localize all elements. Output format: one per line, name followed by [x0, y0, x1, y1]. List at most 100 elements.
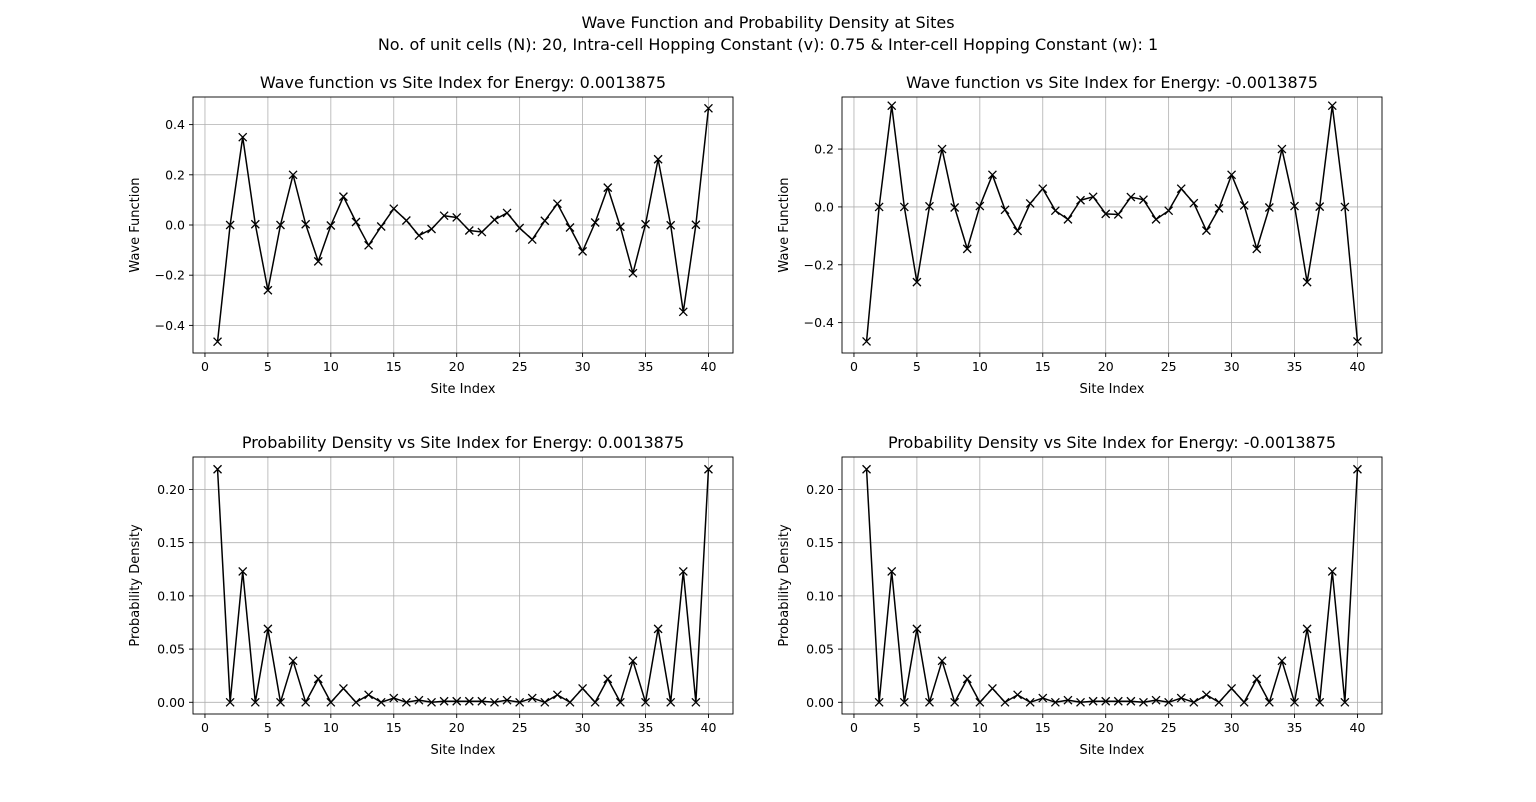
data-point-marker	[1013, 226, 1023, 236]
data-point-marker	[578, 246, 588, 256]
data-point-marker	[427, 224, 436, 234]
data-point-marker	[1227, 684, 1237, 693]
x-tick-label: 0	[201, 359, 209, 374]
data-point-marker	[1201, 690, 1211, 700]
figure-title: Wave Function and Probability Density at…	[581, 13, 955, 32]
axes-frame	[841, 456, 1383, 715]
data-point-marker	[338, 192, 348, 202]
data-point-marker	[1101, 209, 1111, 219]
data-point-marker	[1139, 195, 1148, 205]
data-point-marker	[1327, 566, 1337, 576]
data-point-marker	[225, 697, 235, 707]
data-point-marker	[1302, 277, 1312, 287]
chart-title: Probability Density vs Site Index for En…	[242, 433, 684, 452]
series-line	[865, 104, 1359, 342]
data-point-marker	[1264, 697, 1274, 707]
figure-subtitle: No. of unit cells (N): 20, Intra-cell Ho…	[377, 35, 1159, 54]
y-tick-label: −0.4	[804, 315, 834, 330]
data-point-marker	[975, 201, 985, 211]
data-point-marker	[874, 202, 884, 212]
data-point-marker	[1189, 697, 1199, 707]
data-point-marker	[250, 697, 260, 707]
data-point-marker	[477, 696, 487, 706]
chart-title: Wave function vs Site Index for Energy: …	[260, 73, 666, 92]
y-tick-label: 0.00	[157, 695, 185, 710]
x-tick-label: 40	[701, 359, 717, 374]
x-tick-label: 30	[575, 720, 591, 735]
y-axis-label: Probability Density	[777, 524, 792, 647]
data-point-marker	[414, 231, 424, 241]
x-tick-label: 35	[638, 359, 654, 374]
data-point-marker	[1063, 695, 1073, 705]
x-tick-label: 30	[1224, 359, 1240, 374]
data-point-marker	[238, 132, 248, 142]
data-point-marker	[263, 285, 273, 295]
data-point-marker	[1164, 697, 1174, 707]
x-tick-label: 40	[1350, 720, 1366, 735]
data-point-marker	[263, 624, 273, 634]
data-point-marker	[490, 697, 499, 707]
data-point-marker	[987, 684, 997, 693]
x-tick-label: 20	[1098, 720, 1114, 735]
data-point-marker	[899, 202, 909, 212]
data-point-marker	[653, 154, 663, 164]
y-tick-label: 0.05	[157, 642, 185, 657]
data-point-marker	[552, 199, 562, 209]
data-point-marker	[213, 337, 223, 347]
x-tick-label: 10	[972, 359, 988, 374]
data-point-marker	[238, 566, 248, 576]
data-point-marker	[703, 103, 713, 113]
y-tick-label: 0.4	[165, 117, 185, 132]
data-point-marker	[1000, 697, 1010, 707]
x-axis-label: Site Index	[431, 743, 496, 758]
x-tick-label: 10	[323, 359, 339, 374]
x-tick-label: 5	[264, 720, 272, 735]
data-point-marker	[1113, 696, 1123, 706]
x-tick-label: 30	[1224, 720, 1240, 735]
y-tick-label: 0.0	[165, 218, 185, 233]
data-point-marker	[962, 674, 972, 684]
x-tick-label: 20	[449, 720, 465, 735]
data-point-marker	[925, 697, 934, 707]
data-point-marker	[540, 697, 550, 707]
data-point-marker	[326, 697, 336, 707]
x-tick-label: 25	[1161, 720, 1177, 735]
data-point-marker	[987, 170, 997, 180]
data-point-marker	[439, 696, 449, 706]
data-point-marker	[452, 213, 462, 222]
data-point-marker	[1076, 195, 1085, 205]
data-point-marker	[641, 219, 650, 229]
data-point-marker	[1352, 464, 1362, 474]
data-point-marker	[666, 697, 676, 707]
data-point-marker	[1050, 206, 1060, 216]
x-axis-label: Site Index	[1080, 743, 1145, 758]
data-point-marker	[925, 201, 934, 211]
data-point-marker	[515, 223, 525, 233]
x-axis-label: Site Index	[1080, 382, 1145, 397]
data-point-marker	[912, 624, 922, 634]
x-tick-label: 25	[512, 720, 528, 735]
data-point-marker	[389, 693, 399, 703]
x-tick-label: 10	[323, 720, 339, 735]
x-tick-label: 20	[449, 359, 465, 374]
data-point-marker	[1340, 202, 1350, 212]
data-point-marker	[603, 183, 613, 193]
data-point-marker	[376, 697, 386, 707]
data-point-marker	[678, 566, 688, 576]
data-point-marker	[603, 674, 613, 684]
data-point-marker	[1139, 697, 1148, 707]
data-point-marker	[887, 566, 897, 576]
data-point-marker	[1151, 695, 1161, 705]
data-point-marker	[1214, 697, 1224, 707]
data-point-marker	[1151, 214, 1161, 224]
data-point-marker	[887, 101, 897, 111]
subplot-1: 0 5 10 15 20 25 30 35 40 −0.4 −0.2 0.0 0.2 0.4 Wave fu…	[128, 73, 734, 397]
data-point-marker	[565, 223, 575, 232]
data-point-marker	[590, 697, 600, 707]
x-tick-label: 20	[1098, 359, 1114, 374]
data-point-marker	[1239, 201, 1249, 210]
data-point-marker	[1290, 697, 1299, 707]
data-point-marker	[1038, 693, 1048, 703]
data-point-marker	[937, 656, 947, 666]
data-point-marker	[590, 218, 600, 227]
